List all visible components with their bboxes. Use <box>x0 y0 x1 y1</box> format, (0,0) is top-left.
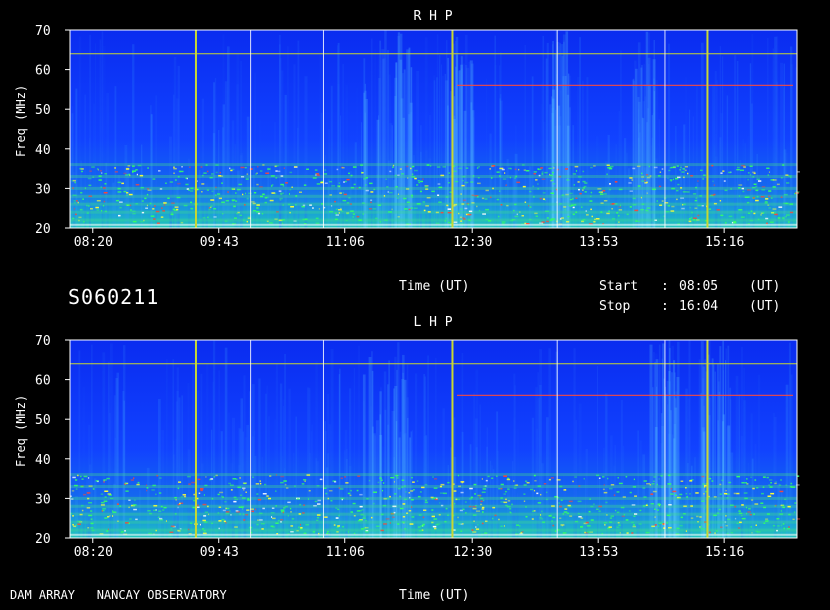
y-tick-label: 70 <box>35 24 51 39</box>
plot-frame <box>69 29 798 229</box>
x-tick-label: 12:30 <box>453 545 492 560</box>
y-tick-label: 60 <box>35 64 51 79</box>
y-tick-label: 40 <box>35 143 51 158</box>
panel-title: R H P <box>414 9 453 24</box>
x-tick-label: 09:43 <box>200 235 239 250</box>
panel-title: L H P <box>414 315 453 330</box>
y-tick-label: 40 <box>35 453 51 468</box>
start-ut: (UT) <box>749 279 781 294</box>
x-tick-label: 09:43 <box>200 545 239 560</box>
spectrum-texture <box>70 30 800 229</box>
x-tick-label: 15:16 <box>705 545 744 560</box>
y-tick-label: 60 <box>35 374 51 389</box>
observation-id: S060211 <box>68 285 160 309</box>
start-colon: : <box>661 279 669 294</box>
x-tick-label: 13:53 <box>579 545 618 560</box>
x-tick-label: 13:53 <box>579 235 618 250</box>
stop-time: 16:04 <box>679 299 719 314</box>
start-time: 08:05 <box>679 279 719 294</box>
stop-colon: : <box>661 299 669 314</box>
x-tick-label: 15:16 <box>705 235 744 250</box>
spectrum-background <box>70 340 797 538</box>
stop-ut: (UT) <box>749 299 781 314</box>
xlabel-middle: Time (UT) <box>399 279 470 294</box>
y-tick-label: 30 <box>35 492 51 507</box>
spectrum-background <box>70 30 797 228</box>
y-tick-label: 50 <box>35 413 51 428</box>
x-tick-label: 08:20 <box>74 545 113 560</box>
y-tick-label: 70 <box>35 334 51 349</box>
y-tick-label: 20 <box>35 532 51 547</box>
start-label: Start <box>599 279 639 294</box>
x-tick-label: 11:06 <box>326 545 365 560</box>
y-tick-label: 50 <box>35 103 51 118</box>
stop-label: Stop <box>599 299 631 314</box>
panel-lhp: L H P Freq (MHz) 20 30 40 50 60 70 08:20 09:43 11:… <box>14 315 801 560</box>
y-tick-label: 30 <box>35 182 51 197</box>
y-axis-label: Freq (MHz) <box>14 85 28 157</box>
x-tick-label: 12:30 <box>453 235 492 250</box>
panel-rhp: R H P Freq (MHz) 20 30 40 50 60 70 08:20 09:43 11:… <box>14 9 800 250</box>
y-tick-label: 20 <box>35 222 51 237</box>
xlabel-bottom: Time (UT) <box>399 588 470 603</box>
x-tick-label: 11:06 <box>326 235 365 250</box>
y-axis-label: Freq (MHz) <box>14 395 28 467</box>
footer-label: DAM ARRAY NANCAY OBSERVATORY <box>10 588 227 602</box>
plot-frame <box>69 339 798 539</box>
x-tick-label: 08:20 <box>74 235 113 250</box>
